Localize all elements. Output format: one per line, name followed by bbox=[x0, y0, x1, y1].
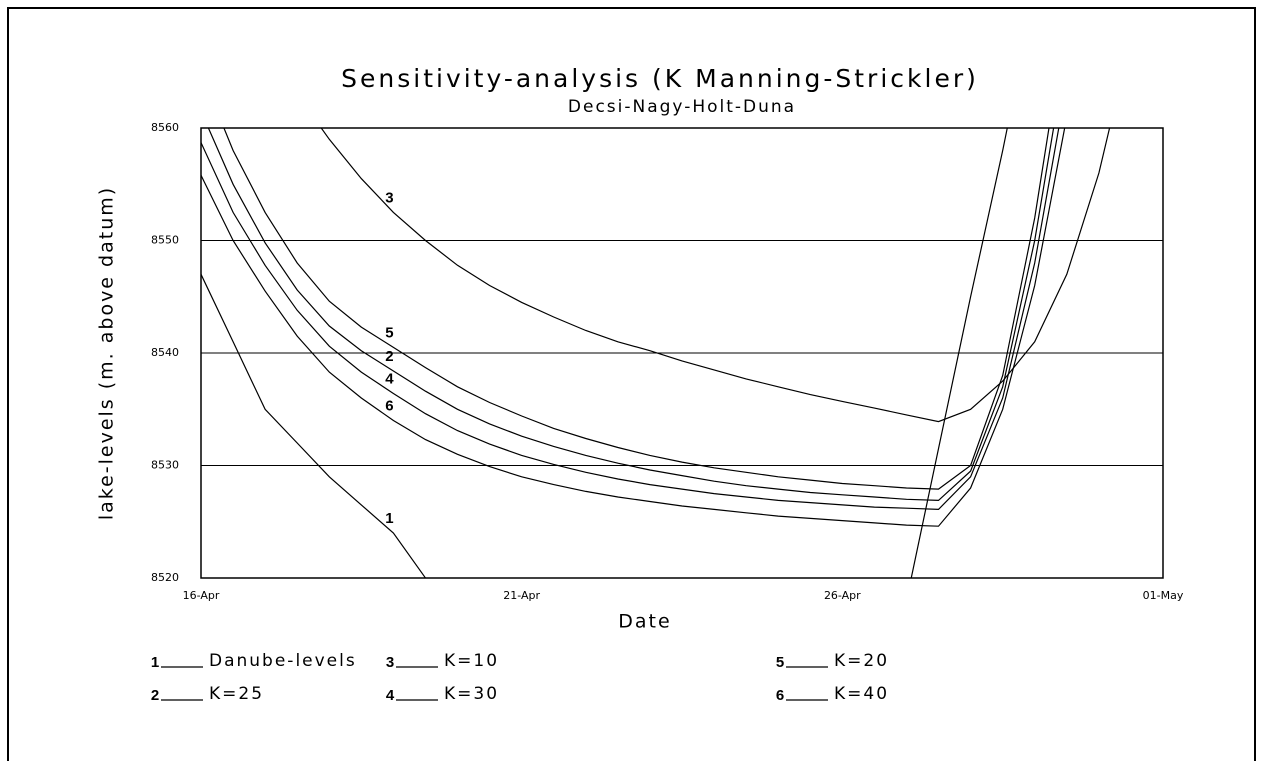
y-axis-label: lake-levels (m. above datum) bbox=[96, 186, 118, 520]
x-tick-label: 21-Apr bbox=[503, 589, 540, 602]
series-line bbox=[201, 128, 1008, 578]
curve-label: 3 bbox=[385, 189, 393, 206]
legend-number: 4 bbox=[386, 687, 395, 704]
y-tick-label: 8560 bbox=[151, 121, 179, 134]
legend-number: 1 bbox=[151, 654, 159, 671]
legend-label: K=25 bbox=[209, 684, 264, 704]
series-line bbox=[223, 128, 1050, 490]
x-tick-label: 01-May bbox=[1143, 589, 1184, 602]
y-tick-label: 8550 bbox=[151, 234, 179, 247]
series-line bbox=[207, 128, 1055, 502]
y-tick-label: 8520 bbox=[151, 571, 179, 584]
chart-title: Sensitivity-analysis (K Manning-Strickle… bbox=[341, 64, 979, 93]
x-axis-label: Date bbox=[618, 611, 671, 633]
y-tick-label: 8540 bbox=[151, 346, 179, 359]
page-frame bbox=[7, 7, 1256, 761]
series-line bbox=[320, 128, 1111, 423]
legend-number: 2 bbox=[151, 687, 159, 704]
legend-label: K=40 bbox=[834, 684, 889, 704]
series-line bbox=[201, 128, 1066, 527]
legend-number: 3 bbox=[386, 654, 394, 671]
curve-label: 6 bbox=[385, 397, 393, 414]
curve-label: 2 bbox=[385, 348, 393, 365]
legend-label: Danube-levels bbox=[209, 651, 357, 671]
legend-label: K=30 bbox=[444, 684, 499, 704]
x-tick-label: 26-Apr bbox=[824, 589, 861, 602]
legend-label: K=10 bbox=[444, 651, 499, 671]
curve-label: 1 bbox=[385, 510, 393, 527]
legend-number: 5 bbox=[776, 654, 784, 671]
chart-subtitle: Decsi-Nagy-Holt-Duna bbox=[568, 97, 796, 117]
curve-label: 4 bbox=[385, 370, 394, 387]
legend-label: K=20 bbox=[834, 651, 889, 671]
y-tick-label: 8530 bbox=[151, 459, 179, 472]
legend-number: 6 bbox=[776, 687, 784, 704]
x-tick-label: 16-Apr bbox=[183, 589, 220, 602]
series-line bbox=[201, 128, 1060, 511]
curve-label: 5 bbox=[385, 324, 393, 341]
